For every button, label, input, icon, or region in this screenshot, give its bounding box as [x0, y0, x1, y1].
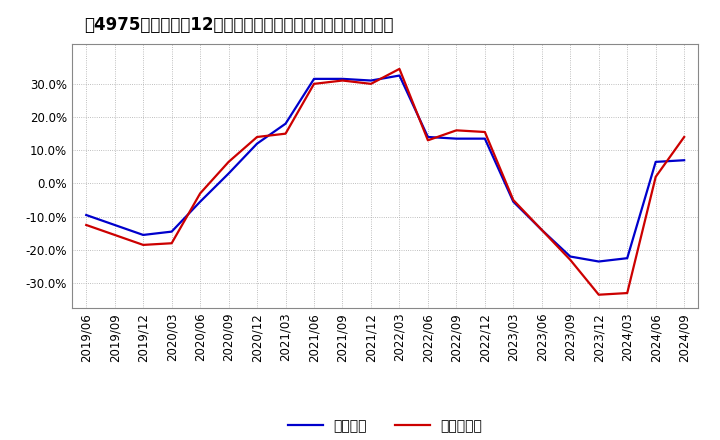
経常利益 — [566, 254, 575, 259]
当期純利益 — [167, 241, 176, 246]
当期純利益 — [623, 290, 631, 296]
経常利益 — [366, 78, 375, 83]
経常利益 — [595, 259, 603, 264]
経常利益 — [652, 159, 660, 165]
経常利益 — [537, 227, 546, 233]
経常利益 — [196, 199, 204, 204]
経常利益 — [338, 76, 347, 81]
当期純利益 — [110, 232, 119, 238]
当期純利益 — [537, 227, 546, 233]
Legend: 経常利益, 当期純利益: 経常利益, 当期純利益 — [282, 413, 488, 438]
当期純利益 — [82, 222, 91, 227]
経常利益 — [225, 171, 233, 176]
経常利益 — [423, 134, 432, 139]
当期純利益 — [225, 159, 233, 165]
当期純利益 — [595, 292, 603, 297]
経常利益 — [395, 73, 404, 78]
Text: ［4975］　利益の12か月移動合計の対前年同期増減率の推移: ［4975］ 利益の12か月移動合計の対前年同期増減率の推移 — [84, 16, 394, 34]
当期純利益 — [139, 242, 148, 248]
経常利益 — [139, 232, 148, 238]
当期純利益 — [196, 191, 204, 196]
当期純利益 — [253, 134, 261, 139]
経常利益 — [480, 136, 489, 141]
Line: 当期純利益: 当期純利益 — [86, 69, 684, 295]
当期純利益 — [452, 128, 461, 133]
当期純利益 — [680, 134, 688, 139]
経常利益 — [623, 256, 631, 261]
当期純利益 — [509, 198, 518, 203]
経常利益 — [680, 158, 688, 163]
Line: 経常利益: 経常利益 — [86, 76, 684, 261]
当期純利益 — [338, 78, 347, 83]
当期純利益 — [652, 174, 660, 180]
経常利益 — [167, 229, 176, 234]
当期純利益 — [310, 81, 318, 87]
当期純利益 — [566, 257, 575, 263]
経常利益 — [82, 213, 91, 218]
当期純利益 — [480, 129, 489, 135]
経常利益 — [452, 136, 461, 141]
当期純利益 — [423, 138, 432, 143]
当期純利益 — [282, 131, 290, 136]
経常利益 — [282, 121, 290, 126]
経常利益 — [253, 141, 261, 146]
経常利益 — [310, 76, 318, 81]
経常利益 — [110, 222, 119, 227]
当期純利益 — [395, 66, 404, 72]
経常利益 — [509, 199, 518, 204]
当期純利益 — [366, 81, 375, 87]
